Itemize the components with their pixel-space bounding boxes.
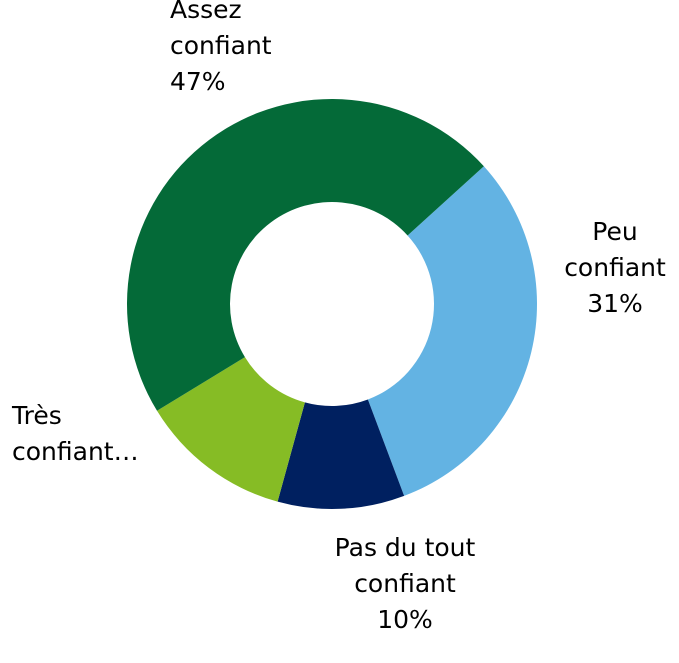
donut-segment: [367, 166, 537, 496]
value-label: 47%: [170, 67, 226, 96]
segment-label: Peu confiant 31%: [540, 214, 679, 322]
segment-label: Pas du tout confiant 10%: [330, 530, 480, 638]
value-label: 31%: [587, 289, 643, 318]
donut-segment: [157, 357, 305, 502]
donut-segment: [277, 399, 405, 510]
segment-label: Assez confiant 47%: [170, 0, 320, 100]
segment-label: Très confiant…: [12, 398, 172, 470]
value-label: 10%: [377, 605, 433, 634]
category-label: Très confiant…: [12, 401, 139, 466]
donut-segment: [126, 98, 484, 411]
category-label: Pas du tout confiant: [334, 533, 476, 598]
category-label: Assez confiant: [170, 0, 272, 60]
category-label: Peu confiant: [564, 217, 666, 282]
